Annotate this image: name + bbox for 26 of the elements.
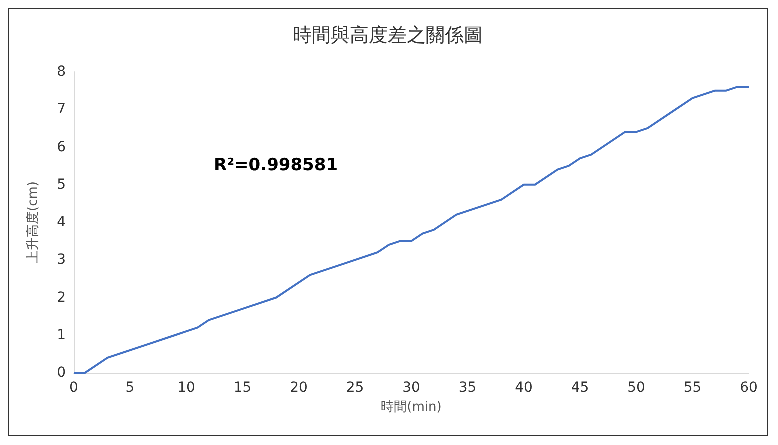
x-tick-label: 30 [402, 380, 420, 396]
y-tick-label: 0 [57, 365, 66, 381]
x-axis-title: 時間(min) [381, 400, 442, 415]
y-tick-label: 5 [57, 176, 66, 193]
y-axis-title: 上升高度(cm) [25, 182, 41, 264]
x-tick-label: 60 [740, 380, 758, 396]
x-tick-label: 5 [126, 380, 135, 396]
y-tick-label: 8 [57, 64, 66, 80]
y-tick-label: 7 [57, 102, 66, 118]
y-tick-label: 2 [57, 290, 66, 306]
x-tick-label: 40 [515, 380, 533, 396]
chart-title: 時間與高度差之關係圖 [293, 24, 483, 46]
x-tick-label: 10 [178, 380, 196, 396]
x-tick-label: 35 [458, 380, 477, 396]
y-tick-label: 6 [57, 139, 66, 156]
y-tick-label: 4 [57, 214, 66, 230]
x-tick-label: 25 [346, 380, 364, 396]
x-tick-label: 50 [628, 380, 646, 396]
annotation: R²=0.998581 [214, 156, 338, 176]
x-tick-label: 55 [684, 380, 702, 396]
y-tick-label: 3 [57, 252, 66, 268]
x-tick-label: 20 [290, 380, 308, 396]
x-tick-label: 15 [234, 380, 252, 396]
x-tick-label: 45 [571, 380, 590, 396]
y-tick-label: 1 [57, 327, 66, 344]
x-tick-label: 0 [70, 380, 78, 396]
